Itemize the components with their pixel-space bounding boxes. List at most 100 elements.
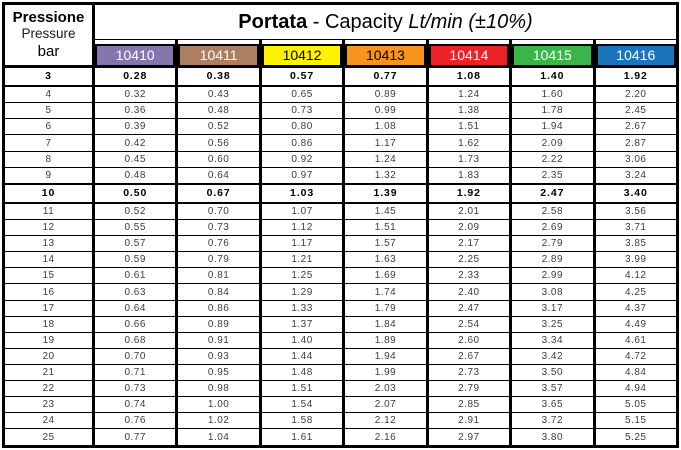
capacity-cell-10410: 0.28 bbox=[91, 65, 179, 87]
capacity-cell-10413: 1.51 bbox=[342, 219, 429, 237]
capacity-cell-10415: 3.72 bbox=[509, 412, 596, 430]
header-title-row: Pressione Pressure bar Portata - Capacit… bbox=[2, 3, 679, 68]
capacity-cell-10415: 2.89 bbox=[509, 251, 596, 269]
pressure-value-cell: 16 bbox=[2, 283, 95, 301]
pressure-value-cell: 4 bbox=[2, 85, 95, 104]
pressure-value-cell: 6 bbox=[2, 118, 95, 136]
capacity-cell-10413: 1.89 bbox=[342, 331, 429, 349]
column-code-label: 10411 bbox=[179, 44, 258, 64]
capacity-cell-10414: 1.38 bbox=[425, 102, 513, 120]
column-code-label: 10415 bbox=[513, 44, 592, 64]
pressure-value-cell: 17 bbox=[2, 299, 95, 317]
capacity-cell-10410: 0.57 bbox=[91, 235, 179, 253]
capacity-cell-10415: 2.35 bbox=[509, 166, 596, 185]
capacity-cell-10410: 0.71 bbox=[91, 364, 179, 382]
column-code-label: 10413 bbox=[346, 44, 425, 64]
capacity-cell-10414: 2.01 bbox=[425, 202, 513, 221]
capacity-cell-10410: 0.32 bbox=[91, 85, 179, 104]
capacity-cell-10412: 0.86 bbox=[258, 134, 346, 152]
capacity-cell-10416: 1.92 bbox=[592, 65, 680, 87]
column-header-10414: 10414 bbox=[425, 39, 513, 68]
pressure-label-stack: Pressione Pressure bar bbox=[7, 9, 90, 63]
capacity-cell-10411: 0.89 bbox=[175, 315, 262, 333]
table-row: 10 0.50 0.67 1.03 1.39 1.92 2.47 3.40 bbox=[2, 182, 680, 204]
table-row: 6 0.39 0.52 0.80 1.08 1.51 1.94 2.67 bbox=[2, 118, 680, 136]
capacity-cell-10411: 0.60 bbox=[175, 150, 262, 168]
pressure-value-cell: 11 bbox=[2, 202, 95, 221]
capacity-cell-10413: 0.99 bbox=[342, 102, 429, 120]
table-row: 8 0.45 0.60 0.92 1.24 1.73 2.22 3.06 bbox=[2, 150, 680, 168]
capacity-cell-10416: 4.72 bbox=[592, 347, 680, 366]
column-code-label: 10416 bbox=[597, 44, 675, 64]
capacity-cell-10410: 0.42 bbox=[91, 134, 179, 152]
capacity-cell-10416: 5.15 bbox=[592, 412, 680, 430]
title-portata: Portata bbox=[238, 10, 308, 33]
capacity-cell-10410: 0.45 bbox=[91, 150, 179, 168]
table-row: 17 0.64 0.86 1.33 1.79 2.47 3.17 4.37 bbox=[2, 299, 680, 317]
capacity-cell-10413: 1.99 bbox=[342, 364, 429, 382]
pressure-value-cell: 8 bbox=[2, 150, 95, 168]
capacity-cell-10412: 1.40 bbox=[258, 331, 346, 349]
pressure-value-cell: 18 bbox=[2, 315, 95, 333]
table-title: Portata - Capacity Lt/min (±10%) bbox=[92, 3, 679, 40]
capacity-cell-10411: 0.81 bbox=[175, 267, 262, 285]
capacity-cell-10410: 0.66 bbox=[91, 315, 179, 333]
pressure-value-cell: 7 bbox=[2, 134, 95, 152]
capacity-cell-10413: 0.77 bbox=[342, 65, 429, 87]
capacity-cell-10410: 0.61 bbox=[91, 267, 179, 285]
capacity-cell-10416: 4.12 bbox=[592, 267, 680, 285]
capacity-cell-10412: 1.58 bbox=[258, 412, 346, 430]
pressure-value-cell: 25 bbox=[2, 428, 95, 447]
column-code-label: 10414 bbox=[430, 44, 508, 64]
table-row: 23 0.74 1.00 1.54 2.07 2.85 3.65 5.05 bbox=[2, 396, 680, 414]
capacity-cell-10410: 0.76 bbox=[91, 412, 179, 430]
column-header-10415: 10415 bbox=[509, 39, 596, 68]
table-row: 16 0.63 0.84 1.29 1.74 2.40 3.08 4.25 bbox=[2, 283, 680, 301]
capacity-cell-10415: 3.57 bbox=[509, 380, 596, 398]
capacity-cell-10415: 3.25 bbox=[509, 315, 596, 333]
capacity-cell-10414: 2.97 bbox=[425, 428, 513, 447]
capacity-cell-10415: 3.34 bbox=[509, 331, 596, 349]
pressure-value-cell: 24 bbox=[2, 412, 95, 430]
capacity-cell-10414: 1.73 bbox=[425, 150, 513, 168]
column-header-10413: 10413 bbox=[342, 39, 429, 68]
capacity-cell-10411: 1.04 bbox=[175, 428, 262, 447]
capacity-cell-10410: 0.36 bbox=[91, 102, 179, 120]
capacity-cell-10412: 1.48 bbox=[258, 364, 346, 382]
capacity-cell-10416: 4.37 bbox=[592, 299, 680, 317]
capacity-cell-10411: 0.95 bbox=[175, 364, 262, 382]
capacity-cell-10412: 1.54 bbox=[258, 396, 346, 414]
capacity-cell-10416: 4.94 bbox=[592, 380, 680, 398]
pressure-value-cell: 5 bbox=[2, 102, 95, 120]
capacity-cell-10411: 0.79 bbox=[175, 251, 262, 269]
capacity-cell-10412: 1.25 bbox=[258, 267, 346, 285]
capacity-cell-10410: 0.77 bbox=[91, 428, 179, 447]
capacity-cell-10413: 2.12 bbox=[342, 412, 429, 430]
capacity-cell-10412: 0.97 bbox=[258, 166, 346, 185]
capacity-cell-10416: 5.05 bbox=[592, 396, 680, 414]
capacity-cell-10411: 0.67 bbox=[175, 182, 262, 204]
table-row: 18 0.66 0.89 1.37 1.84 2.54 3.25 4.49 bbox=[2, 315, 680, 333]
table-row: 13 0.57 0.76 1.17 1.57 2.17 2.79 3.85 bbox=[2, 235, 680, 253]
capacity-cell-10415: 2.09 bbox=[509, 134, 596, 152]
capacity-cell-10414: 2.79 bbox=[425, 380, 513, 398]
capacity-cell-10412: 0.80 bbox=[258, 118, 346, 136]
capacity-cell-10413: 1.08 bbox=[342, 118, 429, 136]
pressure-header-cell: Pressione Pressure bar bbox=[2, 3, 95, 68]
capacity-cell-10415: 2.47 bbox=[509, 182, 596, 204]
capacity-cell-10414: 2.09 bbox=[425, 219, 513, 237]
capacity-cell-10414: 2.67 bbox=[425, 347, 513, 366]
pressure-value-cell: 10 bbox=[2, 182, 95, 204]
capacity-cell-10414: 2.54 bbox=[425, 315, 513, 333]
capacity-cell-10411: 0.70 bbox=[175, 202, 262, 221]
table-row: 12 0.55 0.73 1.12 1.51 2.09 2.69 3.71 bbox=[2, 219, 680, 237]
capacity-cell-10410: 0.55 bbox=[91, 219, 179, 237]
capacity-cell-10413: 1.63 bbox=[342, 251, 429, 269]
capacity-cell-10416: 3.71 bbox=[592, 219, 680, 237]
capacity-cell-10415: 1.60 bbox=[509, 85, 596, 104]
capacity-cell-10413: 1.94 bbox=[342, 347, 429, 366]
capacity-cell-10413: 1.79 bbox=[342, 299, 429, 317]
capacity-cell-10410: 0.73 bbox=[91, 380, 179, 398]
